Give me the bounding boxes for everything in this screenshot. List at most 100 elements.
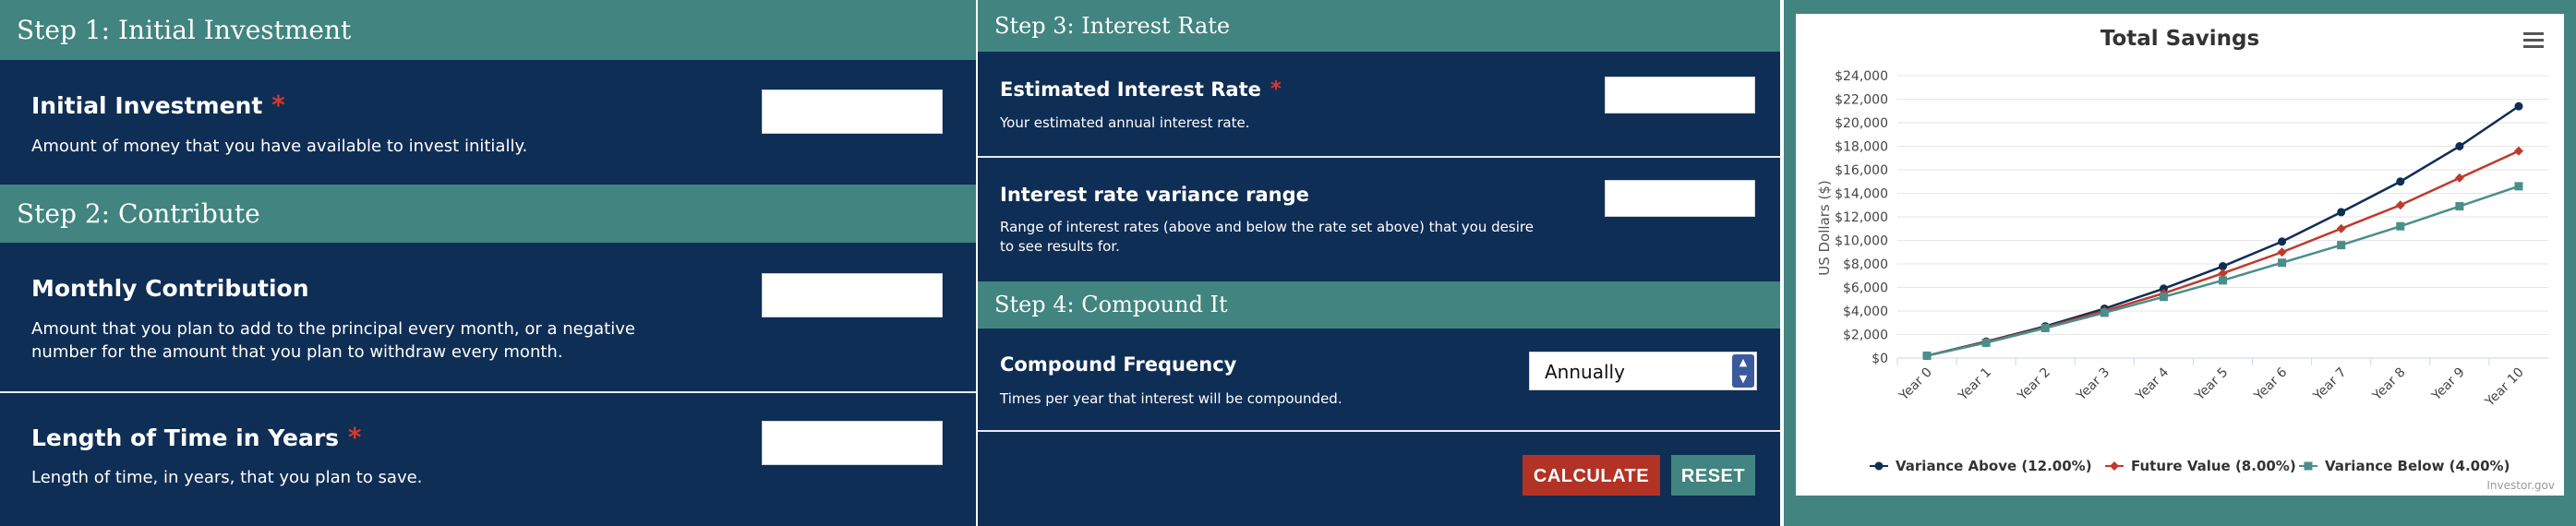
- interest-rate-input[interactable]: [1605, 77, 1755, 114]
- compound-frequency-description: Times per year that interest will be com…: [1000, 390, 1342, 407]
- step4-header: Step 4: Compound It: [978, 281, 1780, 329]
- legend-marker: [2110, 461, 2119, 471]
- data-point: [2455, 202, 2464, 211]
- legend-item[interactable]: Variance Below (4.00%): [2299, 458, 2510, 474]
- y-axis-label: US Dollars ($): [1816, 180, 1833, 276]
- compound-frequency-select[interactable]: Annually ▲ ▼: [1529, 352, 1757, 390]
- x-tick-label: Year 0: [1896, 365, 1934, 404]
- x-tick-label: Year 1: [1956, 365, 1994, 404]
- series-line: [1926, 105, 2520, 357]
- chart-title: Total Savings: [2101, 27, 2259, 51]
- legend-label: Future Value (8.00%): [2131, 458, 2296, 474]
- y-tick-label: $10,000: [1835, 234, 1888, 249]
- data-point: [2514, 182, 2523, 191]
- y-tick-label: $12,000: [1835, 210, 1888, 225]
- interest-rate-label: Estimated Interest Rate *: [1000, 78, 1282, 102]
- y-tick-label: $16,000: [1835, 163, 1888, 178]
- data-point: [2278, 237, 2287, 246]
- series-2: [1922, 182, 2523, 360]
- x-tick-label: Year 5: [2192, 365, 2231, 404]
- required-asterisk: *: [1270, 78, 1282, 102]
- monthly-desc-line1: Amount that you plan to add to the princ…: [31, 319, 635, 339]
- calculate-button[interactable]: CALCULATE: [1523, 455, 1660, 496]
- y-tick-label: $8,000: [1843, 257, 1888, 272]
- select-spinner-icon[interactable]: ▲ ▼: [1732, 354, 1754, 388]
- hamburger-menu-icon[interactable]: [2523, 32, 2544, 48]
- required-asterisk: *: [348, 423, 362, 452]
- y-tick-label: $2,000: [1843, 329, 1888, 343]
- length-of-time-label: Length of Time in Years *: [31, 423, 362, 452]
- divider: [978, 430, 1780, 432]
- x-tick-label: Year 2: [2015, 365, 2053, 404]
- variance-range-input[interactable]: [1605, 180, 1755, 217]
- step2-header: Step 2: Contribute: [0, 185, 976, 243]
- monthly-contribution-input[interactable]: [762, 273, 943, 317]
- x-tick-label: Year 4: [2133, 365, 2172, 403]
- data-point: [2159, 284, 2168, 293]
- required-asterisk: *: [271, 90, 285, 120]
- y-tick-label: $20,000: [1835, 116, 1888, 131]
- monthly-contribution-description: Amount that you plan to add to the princ…: [31, 317, 635, 364]
- data-point: [2396, 177, 2405, 186]
- legend-marker: [2304, 461, 2313, 471]
- data-point: [2218, 269, 2228, 279]
- legend-item[interactable]: Future Value (8.00%): [2105, 458, 2296, 474]
- x-tick-label: Year 8: [2369, 365, 2408, 404]
- calculator-panel-middle: Step 3: Interest Rate Estimated Interest…: [978, 0, 1780, 526]
- data-point: [1922, 351, 1932, 360]
- y-tick-label: $6,000: [1843, 281, 1888, 296]
- data-point: [1981, 338, 1991, 347]
- x-tick-label: Year 10: [2482, 365, 2527, 411]
- divider: [0, 391, 976, 393]
- variance-desc-line2: to see results for.: [1000, 238, 1120, 255]
- initial-investment-input[interactable]: [762, 90, 943, 134]
- x-tick-label: Year 9: [2428, 365, 2467, 404]
- monthly-desc-line2: number for the amount that you plan to w…: [31, 342, 563, 362]
- y-tick-label: $0: [1872, 352, 1888, 366]
- calculator-panel-left: Step 1: Initial Investment Initial Inves…: [0, 0, 976, 526]
- chart-card: Total Savings US Dollars ($) $0 $2,000 $4,…: [1796, 14, 2564, 496]
- y-tick-label: $22,000: [1835, 93, 1888, 108]
- x-tick-label: Year 7: [2310, 365, 2349, 404]
- total-savings-chart: Total Savings US Dollars ($) $0 $2,000 $4,…: [1816, 27, 2555, 492]
- y-tick-label: $14,000: [1835, 187, 1888, 202]
- data-point: [2100, 308, 2109, 317]
- data-point: [2513, 146, 2523, 156]
- data-point: [2396, 221, 2405, 231]
- variance-desc-line1: Range of interest rates (above and below…: [1000, 219, 1534, 235]
- series-0: [1922, 102, 2523, 360]
- data-point: [2395, 200, 2405, 210]
- step3-header: Step 3: Interest Rate: [978, 0, 1780, 52]
- legend-marker: [1874, 461, 1884, 471]
- y-tick-label: $24,000: [1835, 69, 1888, 84]
- data-point: [2337, 208, 2346, 217]
- length-of-time-description: Length of time, in years, that you plan …: [31, 468, 423, 487]
- data-point: [2040, 323, 2050, 332]
- y-tick-label: $4,000: [1843, 305, 1888, 319]
- variance-range-description: Range of interest rates (above and below…: [1000, 218, 1534, 257]
- x-tick-label: Year 6: [2251, 365, 2290, 403]
- data-point: [2454, 173, 2464, 183]
- data-point: [2219, 262, 2227, 271]
- divider: [978, 156, 1780, 158]
- initial-investment-description: Amount of money that you have available …: [31, 137, 528, 156]
- length-of-time-input[interactable]: [762, 421, 943, 465]
- data-point: [2455, 142, 2464, 150]
- reset-button[interactable]: RESET: [1671, 455, 1755, 496]
- initial-investment-label: Initial Investment *: [31, 90, 285, 120]
- legend-label: Variance Below (4.00%): [2325, 458, 2510, 474]
- variance-range-label: Interest rate variance range: [1000, 184, 1309, 206]
- legend-item[interactable]: Variance Above (12.00%): [1870, 458, 2092, 474]
- monthly-contribution-label: Monthly Contribution: [31, 275, 309, 302]
- data-point: [2277, 247, 2287, 257]
- data-point: [2336, 223, 2346, 233]
- chart-panel: Total Savings US Dollars ($) $0 $2,000 $4,…: [1784, 0, 2576, 526]
- x-tick-label: Year 3: [2074, 365, 2113, 404]
- data-point: [2514, 102, 2523, 111]
- step1-header: Step 1: Initial Investment: [0, 0, 976, 60]
- compound-frequency-label: Compound Frequency: [1000, 353, 1237, 376]
- series-1: [1922, 146, 2523, 361]
- data-point: [2337, 241, 2346, 250]
- legend-label: Variance Above (12.00%): [1896, 458, 2092, 474]
- chart-credit: Investor.gov: [2486, 479, 2555, 492]
